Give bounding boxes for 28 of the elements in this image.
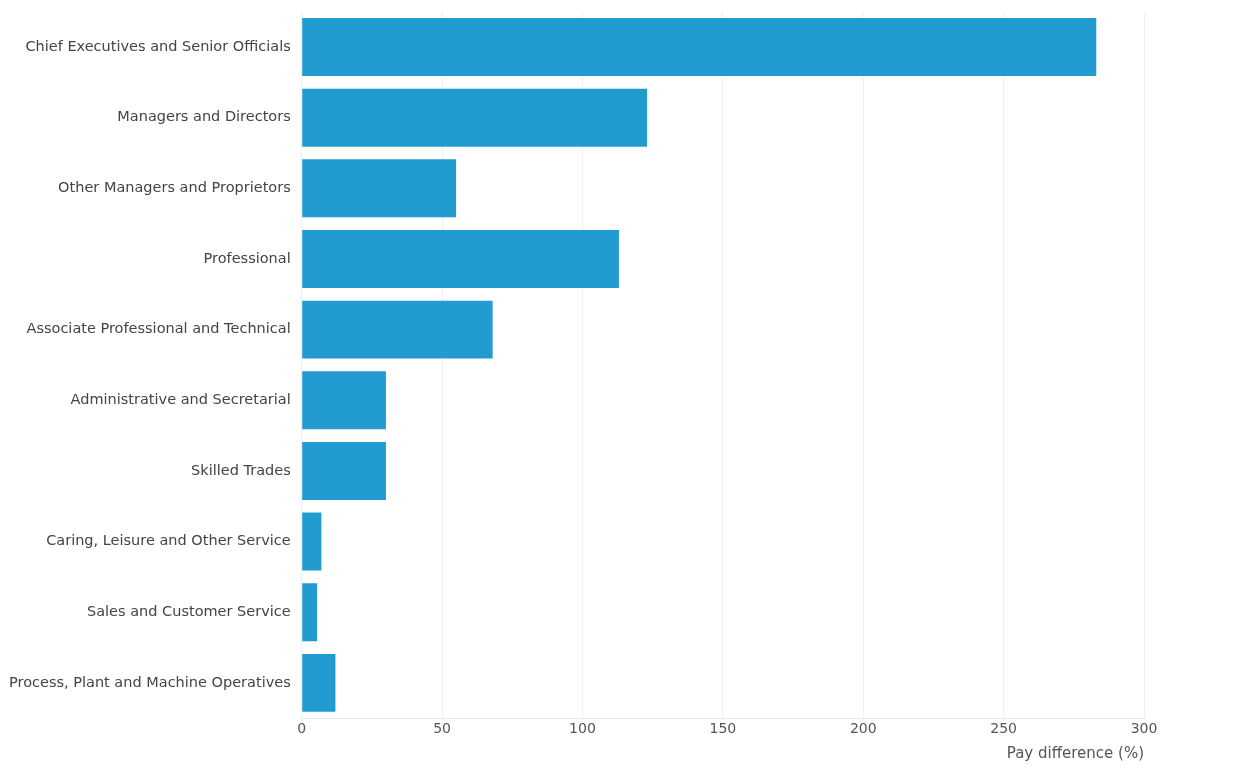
bar — [302, 18, 1097, 76]
bar — [302, 583, 318, 642]
bar — [302, 371, 386, 430]
y-tick-label: Associate Professional and Technical — [26, 320, 291, 337]
x-tick-label: 0 — [297, 720, 307, 737]
bar — [302, 441, 386, 500]
x-tick-label: 200 — [849, 720, 877, 737]
y-tick-label: Skilled Trades — [191, 461, 291, 478]
y-tick-label: Administrative and Secretarial — [70, 391, 291, 408]
y-tick-label: Managers and Directors — [117, 108, 291, 125]
x-axis-title: Pay difference (%) — [1006, 743, 1144, 762]
x-tick-label: 100 — [569, 720, 596, 737]
x-tick-label: 50 — [433, 720, 452, 737]
y-tick-label: Process, Plant and Machine Operatives — [9, 673, 291, 690]
y-tick-label: Caring, Leisure and Other Service — [46, 532, 291, 549]
bar — [302, 88, 648, 147]
y-tick-label: Other Managers and Proprietors — [58, 179, 291, 196]
x-tick-label: 300 — [1130, 720, 1158, 737]
bar — [302, 653, 336, 712]
x-tick-label: 150 — [709, 720, 737, 737]
bar — [302, 512, 322, 571]
bar — [302, 300, 493, 359]
y-tick-label: Professional — [203, 249, 291, 266]
bar — [302, 159, 457, 218]
bar — [302, 230, 619, 288]
x-tick-label: 250 — [990, 720, 1017, 737]
y-tick-label: Chief Executives and Senior Officials — [25, 37, 291, 54]
y-tick-label: Sales and Customer Service — [86, 602, 291, 619]
